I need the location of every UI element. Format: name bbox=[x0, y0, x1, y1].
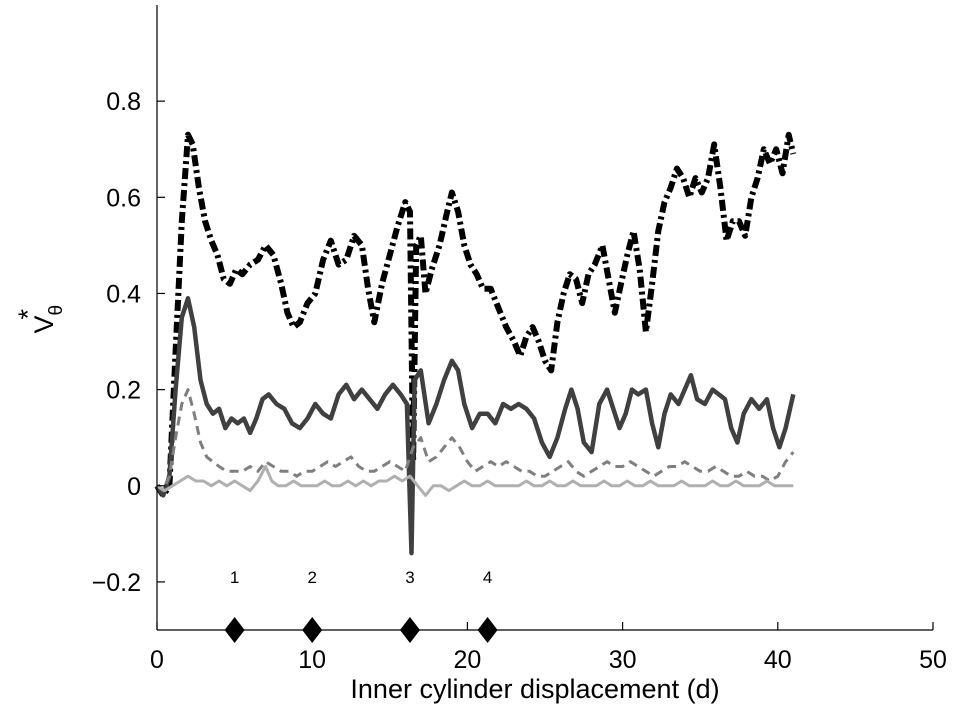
x-tick-label: 10 bbox=[298, 646, 326, 674]
series-layer bbox=[154, 131, 797, 556]
event-marker-diamond bbox=[477, 617, 498, 643]
series-line-2 bbox=[155, 296, 796, 556]
y-tick-label: 0.6 bbox=[106, 184, 141, 212]
y-axis-title-symbol: V bbox=[29, 315, 59, 333]
y-tick-label: 0.4 bbox=[106, 280, 141, 308]
y-axis-title-superscript: * bbox=[13, 309, 43, 320]
event-marker-label: 4 bbox=[483, 568, 492, 587]
x-tick-label: 0 bbox=[150, 646, 164, 674]
event-marker-diamond bbox=[224, 617, 245, 643]
y-tick-label: −0.2 bbox=[92, 569, 141, 597]
y-tick-label: 0 bbox=[127, 473, 141, 501]
x-tick-label: 20 bbox=[453, 646, 481, 674]
y-tick-label: 0.8 bbox=[106, 88, 141, 116]
event-marker-label: 3 bbox=[405, 568, 414, 587]
ticks: 0 10 20 30 40 50 −0.2 0 0.2 0.4 0.6 0.8 bbox=[92, 88, 947, 674]
y-axis-title-main: Vθ bbox=[29, 305, 67, 334]
event-markers: 1 2 3 4 bbox=[224, 568, 498, 643]
event-marker-diamond bbox=[302, 617, 323, 643]
series-line-4 bbox=[156, 465, 794, 497]
x-axis-title: Inner cylinder displacement (d) bbox=[350, 674, 719, 704]
event-marker-diamond bbox=[399, 617, 420, 643]
y-tick-label: 0.2 bbox=[106, 377, 141, 405]
x-tick-label: 30 bbox=[609, 646, 637, 674]
x-tick-label: 40 bbox=[764, 646, 792, 674]
series-line-3 bbox=[156, 388, 795, 493]
event-marker-label: 2 bbox=[307, 568, 316, 587]
y-axis-title: Vθ * bbox=[13, 305, 67, 334]
x-tick-label: 50 bbox=[919, 646, 947, 674]
y-axis-title-subscript: θ bbox=[46, 305, 67, 316]
event-marker-label: 1 bbox=[230, 568, 239, 587]
axes bbox=[156, 5, 933, 631]
series-line-1 bbox=[154, 131, 797, 499]
